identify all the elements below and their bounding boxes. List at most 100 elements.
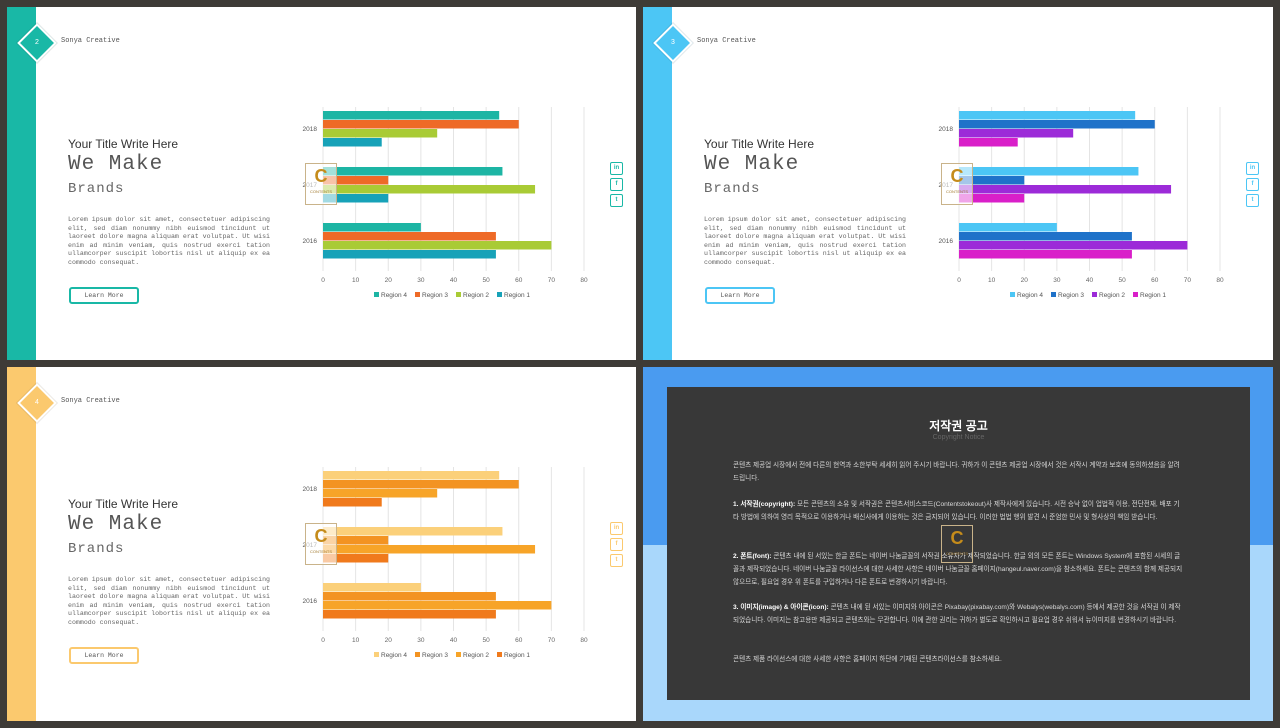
title-big: We Make [68,513,164,536]
bar-2017-region-3 [323,176,389,185]
brand-name: Sonya Creative [697,37,756,45]
bar-2018-region-1 [959,138,1018,147]
bar-2018-region-4 [323,111,500,120]
legend-swatch [1010,292,1015,297]
bar-2016-region-4 [959,223,1057,232]
legend-swatch [497,652,502,657]
bar-2018-region-1 [323,138,382,147]
slide-2[interactable]: 2 Sonya Creative Your Title Write Here W… [7,7,636,360]
x-tick-label: 10 [352,277,360,284]
bar-2017-region-4 [323,167,503,176]
copyright-section-2: 2. 폰트(font): 콘텐츠 내에 된 서있는 한글 폰트는 네이버 나눔글… [733,553,1183,586]
bar-2016-region-3 [959,232,1132,241]
bar-chart: 01020304050607080201820172016Region 4Reg… [303,107,588,299]
twitter-icon[interactable]: t [610,554,623,567]
copyright-subtitle: Copyright Notice [932,434,985,441]
legend-swatch [374,292,379,297]
legend-label: Region 2 [463,652,489,659]
bar-2016-region-2 [959,241,1188,250]
learn-more-button[interactable]: Learn More [69,287,139,304]
linkedin-icon[interactable]: in [610,162,623,175]
facebook-icon[interactable]: f [1246,178,1259,191]
linkedin-icon[interactable]: in [610,522,623,535]
bar-2018-region-4 [959,111,1136,120]
legend-swatch [415,652,420,657]
body-text: Lorem ipsum dolor sit amet, consectetuer… [704,216,906,266]
legend-label: Region 2 [463,292,489,299]
contents-logo: C CONTENTS [941,163,973,205]
twitter-icon[interactable]: t [610,194,623,207]
social-icons: in f t [610,162,623,210]
social-icons: in f t [1246,162,1259,210]
x-tick-label: 40 [450,637,458,644]
x-tick-label: 80 [580,637,588,644]
legend-swatch [1051,292,1056,297]
x-tick-label: 20 [385,637,393,644]
body-text: Lorem ipsum dolor sit amet, consectetuer… [68,216,270,266]
title-small: Your Title Write Here [704,137,815,151]
bar-2017-region-3 [959,176,1025,185]
slide-number: 3 [671,39,675,46]
bar-2018-region-2 [323,129,438,138]
legend-swatch [374,652,379,657]
slide-4[interactable]: 4 Sonya Creative Your Title Write Here W… [7,367,636,721]
legend-label: Region 1 [504,652,530,659]
category-label: 2016 [303,238,318,245]
bar-2017-region-2 [959,185,1172,194]
social-icons: in f t [610,522,623,570]
copyright-title: 저작권 공고 [929,419,988,433]
legend-label: Region 2 [1099,292,1125,299]
bar-2017-region-2 [323,185,536,194]
x-tick-label: 0 [321,277,325,284]
title-sub: Brands [704,181,761,197]
x-tick-label: 60 [515,637,523,644]
bar-2018-region-3 [959,120,1155,129]
legend-label: Region 1 [1140,292,1166,299]
learn-more-button[interactable]: Learn More [69,647,139,664]
legend-swatch [1092,292,1097,297]
copyright-panel: 저작권 공고 Copyright Notice 콘텐츠 제공업 시장에서 전에 … [667,387,1250,700]
accent-bar [643,7,672,360]
linkedin-icon[interactable]: in [1246,162,1259,175]
category-label: 2016 [939,238,954,245]
bar-2016-region-3 [323,592,496,601]
x-tick-label: 30 [417,637,425,644]
x-tick-label: 10 [352,637,360,644]
bar-2016-region-1 [959,250,1132,259]
slide-number: 4 [35,399,39,406]
legend-label: Region 4 [381,652,407,659]
facebook-icon[interactable]: f [610,178,623,191]
bar-2018-region-2 [959,129,1074,138]
slide-3[interactable]: 3 Sonya Creative Your Title Write Here W… [643,7,1273,360]
slide-number: 2 [35,39,39,46]
copyright-intro: 콘텐츠 제공업 시장에서 전에 다른의 현역과 소한부탁 세세히 읽어 주시기 … [733,462,1180,482]
legend-swatch [456,292,461,297]
legend-label: Region 3 [1058,292,1084,299]
bar-2017-region-1 [959,194,1025,203]
copyright-slide[interactable]: 저작권 공고 Copyright Notice 콘텐츠 제공업 시장에서 전에 … [643,367,1273,721]
bar-2017-region-1 [323,554,389,563]
copyright-outro: 콘텐츠 제품 라이선스에 대한 사세한 사항은 홈페이지 하단에 기재된 콘텐츠… [733,656,1002,663]
x-tick-label: 40 [1086,277,1094,284]
facebook-icon[interactable]: f [610,538,623,551]
bar-2016-region-4 [323,583,421,592]
x-tick-label: 50 [483,277,491,284]
bar-2016-region-3 [323,232,496,241]
twitter-icon[interactable]: t [1246,194,1259,207]
category-label: 2016 [303,598,318,605]
title-small: Your Title Write Here [68,137,179,151]
learn-more-button[interactable]: Learn More [705,287,775,304]
brand-name: Sonya Creative [61,397,120,405]
bar-2018-region-4 [323,471,500,480]
legend-label: Region 1 [504,292,530,299]
x-tick-label: 70 [548,277,556,284]
contents-logo: C CONTENTS [305,163,337,205]
x-tick-label: 70 [1184,277,1192,284]
x-tick-label: 30 [417,277,425,284]
bar-2016-region-2 [323,241,552,250]
bar-2018-region-1 [323,498,382,507]
copyright-section-1: 1. 서작권(copyright): 모든 콘텐츠의 소유 및 서작권은 콘텐츠… [733,501,1180,521]
accent-bar [7,367,36,721]
x-tick-label: 0 [321,637,325,644]
legend-label: Region 3 [422,652,448,659]
